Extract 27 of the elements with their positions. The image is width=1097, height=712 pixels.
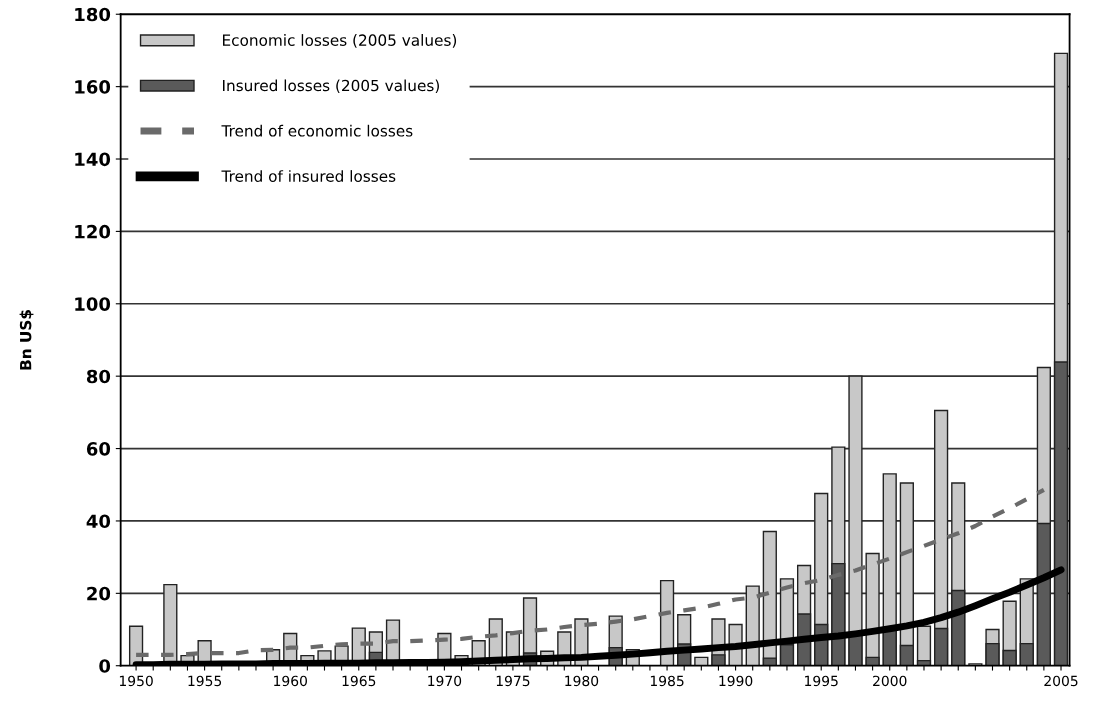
y-tick-label: 120 [75,224,111,239]
x-tick-label: 1965 [342,675,376,687]
y-tick-label: 160 [75,80,111,94]
y-tick-label: 40 [86,514,111,529]
x-tick-label: 1960 [274,675,307,687]
x-tick-label: 2005 [1044,675,1078,687]
x-tick-label: 1955 [188,675,222,687]
x-tick-label: 1950 [119,675,153,687]
x-tick-label: 1990 [719,675,753,687]
x-tick-label: 1980 [565,675,599,687]
legend-label: Trend of insured losses [221,170,396,182]
y-tick-label: 100 [75,297,111,311]
x-tick-label: 1985 [650,675,684,687]
y-tick-label: 0 [99,659,111,673]
y-tick-label: 140 [75,152,111,167]
x-tick-label: 1975 [496,675,530,687]
legend-label: Economic losses (2005 values) [223,34,457,48]
legend-label: Insured losses (2005 values) [223,79,439,94]
y-axis-title: Bn US$ [19,310,34,370]
y-tick-label: 20 [87,586,111,601]
y-tick-label: 60 [86,442,111,456]
legend-label: Trend of economic losses [221,124,413,137]
x-tick-label: 1970 [428,675,462,687]
y-tick-label: 180 [75,7,111,22]
y-tick-label: 80 [86,369,111,384]
x-tick-label: 1995 [805,675,838,687]
x-tick-label: 2000 [873,675,907,687]
